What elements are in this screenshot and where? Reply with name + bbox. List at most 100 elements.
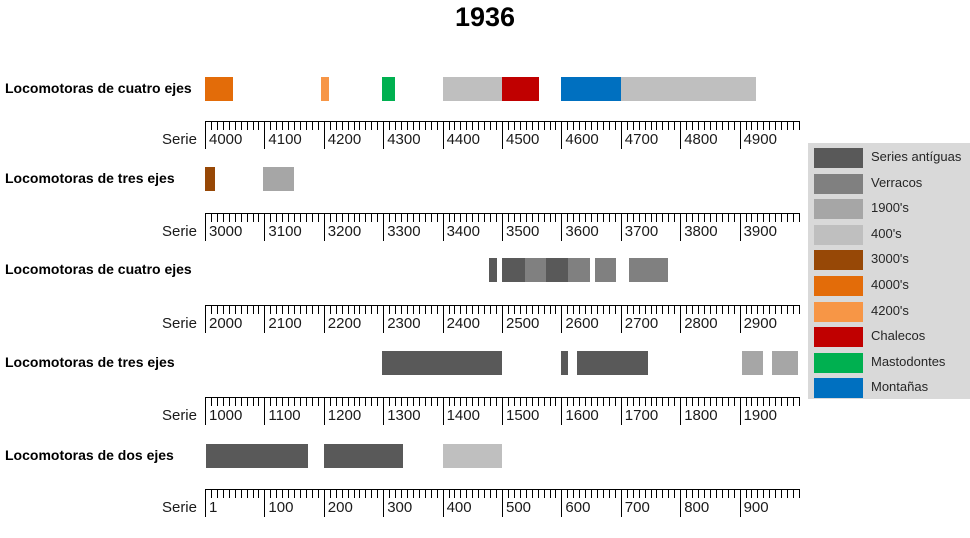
axis-minor-tick	[638, 397, 640, 406]
axis-minor-tick	[751, 121, 753, 130]
axis-minor-tick	[377, 213, 379, 222]
axis-minor-tick	[703, 397, 705, 406]
axis-minor-tick	[490, 213, 492, 222]
axis-minor-tick	[668, 397, 670, 406]
axis-minor-tick	[341, 489, 343, 498]
axis-tick-label: 100	[268, 499, 294, 516]
legend-item: Chalecos	[808, 325, 970, 351]
axis-minor-tick	[311, 121, 313, 130]
axis-minor-tick	[662, 397, 664, 406]
bar-segment	[442, 77, 502, 101]
axis-minor-tick	[686, 489, 688, 498]
bar-segment	[205, 444, 309, 468]
axis-minor-tick	[484, 397, 486, 406]
legend-swatch	[814, 378, 863, 399]
axis-minor-tick	[365, 489, 367, 498]
axis-minor-tick	[371, 121, 373, 130]
axis-minor-tick	[799, 397, 800, 406]
axis-minor-tick	[674, 305, 676, 314]
axis-tick-label: 4300	[387, 131, 421, 148]
axis-major-tick	[739, 121, 741, 149]
axis-minor-tick	[650, 489, 652, 498]
axis-minor-tick	[543, 489, 545, 498]
axis-minor-tick	[412, 489, 414, 498]
axis-major-tick	[205, 213, 206, 241]
axis-minor-tick	[614, 397, 616, 406]
axis-minor-tick	[757, 305, 759, 314]
axis-minor-tick	[525, 121, 527, 130]
axis-minor-tick	[401, 121, 403, 130]
axis-minor-tick	[246, 305, 248, 314]
axis-minor-tick	[222, 489, 224, 498]
axis-tick-label: 2300	[387, 315, 421, 332]
axis-minor-tick	[769, 305, 771, 314]
axis-minor-tick	[632, 213, 634, 222]
axis-minor-tick	[543, 213, 545, 222]
legend-item: Series antíguas	[808, 146, 970, 172]
axis-minor-tick	[276, 121, 278, 130]
axis-minor-tick	[347, 213, 349, 222]
axis-tick-label: 4100	[268, 131, 302, 148]
axis-major-tick	[680, 213, 682, 241]
axis-minor-tick	[478, 489, 480, 498]
axis-minor-tick	[234, 213, 236, 222]
axis-minor-tick	[436, 305, 438, 314]
axis-minor-tick	[389, 305, 391, 314]
axis-minor-tick	[698, 397, 700, 406]
axis-minor-tick	[507, 489, 509, 498]
axis-major-tick	[680, 489, 682, 517]
axis-tick-label: 3400	[446, 223, 480, 240]
bar-segment	[263, 167, 295, 191]
legend-label: Series antíguas	[871, 149, 962, 164]
axis-minor-tick	[608, 121, 610, 130]
axis-minor-tick	[300, 213, 302, 222]
axis-minor-tick	[519, 489, 521, 498]
axis-minor-tick	[412, 213, 414, 222]
axis-minor-tick	[305, 213, 307, 222]
axis-major-tick	[383, 397, 385, 425]
bar-segment	[561, 77, 621, 101]
axis-minor-tick	[424, 121, 426, 130]
bar-segment	[620, 77, 756, 101]
axis-minor-tick	[626, 305, 628, 314]
axis-minor-tick	[389, 213, 391, 222]
axis-minor-tick	[674, 397, 676, 406]
axis-minor-tick	[769, 121, 771, 130]
axis-minor-tick	[240, 489, 242, 498]
axis-minor-tick	[585, 489, 587, 498]
axis-minor-tick	[418, 305, 420, 314]
axis-minor-tick	[234, 121, 236, 130]
axis-tick-label: 800	[684, 499, 710, 516]
axis-minor-tick	[294, 121, 296, 130]
axis-minor-tick	[210, 213, 212, 222]
axis-minor-tick	[294, 305, 296, 314]
axis-minor-tick	[395, 397, 397, 406]
axis-major-tick	[264, 213, 266, 241]
axis-minor-tick	[430, 397, 432, 406]
axis-minor-tick	[775, 305, 777, 314]
axis-minor-tick	[662, 489, 664, 498]
axis-caption: Serie	[161, 131, 197, 148]
axis-minor-tick	[300, 305, 302, 314]
axis-minor-tick	[240, 121, 242, 130]
axis-minor-tick	[359, 213, 361, 222]
legend-item: 3000's	[808, 248, 970, 274]
axis-minor-tick	[543, 397, 545, 406]
bar-segment	[545, 258, 568, 282]
axis-minor-tick	[228, 213, 230, 222]
axis-minor-tick	[757, 213, 759, 222]
axis-minor-tick	[751, 305, 753, 314]
axis-minor-tick	[478, 305, 480, 314]
axis-minor-tick	[365, 213, 367, 222]
axis-minor-tick	[567, 213, 569, 222]
axis-minor-tick	[745, 213, 747, 222]
axis-major-tick	[561, 121, 563, 149]
axis-major-tick	[383, 213, 385, 241]
axis-minor-tick	[573, 305, 575, 314]
axis-minor-tick	[769, 213, 771, 222]
axis-minor-tick	[329, 305, 331, 314]
axis-minor-tick	[246, 121, 248, 130]
axis-major-tick	[561, 305, 563, 333]
axis-minor-tick	[614, 305, 616, 314]
axis-minor-tick	[305, 305, 307, 314]
